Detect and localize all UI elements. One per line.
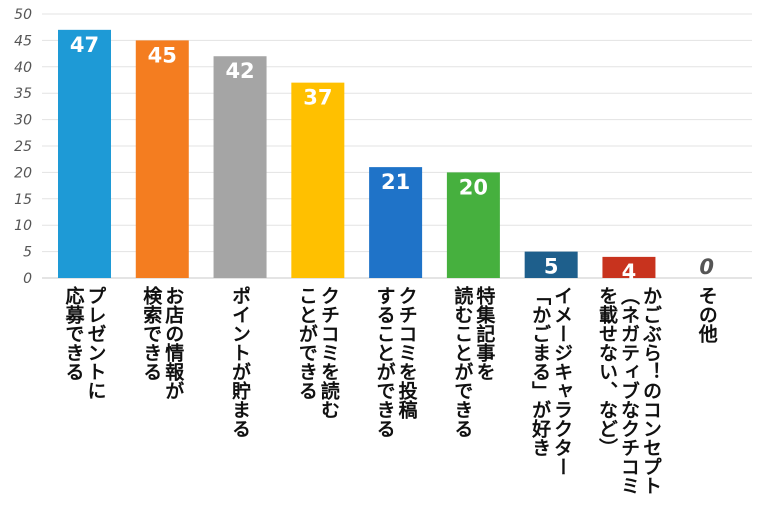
bar: [446, 172, 500, 278]
data-labels: 47 45 42 37 21 20 5 4 0: [70, 33, 714, 284]
y-tick-label: 30: [14, 113, 32, 129]
y-tick-label: 0: [23, 271, 32, 287]
category-label: プレゼントに 応募できる: [62, 286, 107, 400]
category-label: お店の情報が 検索できる: [140, 286, 185, 400]
data-label: 42: [225, 59, 254, 83]
category-label: クチコミを読む ことができる: [295, 286, 340, 419]
data-label: 47: [70, 33, 99, 57]
category-label: クチコミを投稿 することができる: [373, 286, 418, 438]
bar: [58, 29, 111, 279]
data-label: 20: [459, 175, 488, 199]
category-label: かごぶら！のコンセプト （ネガティブなクチコミ を載せない、など）: [595, 286, 662, 495]
y-tick-label: 20: [14, 165, 32, 181]
data-label: 45: [148, 43, 177, 67]
y-tick-label: 15: [14, 192, 32, 208]
bar: [135, 40, 189, 279]
category-label: その他: [695, 286, 718, 343]
data-label: 37: [303, 86, 332, 110]
y-tick-label: 50: [14, 7, 32, 23]
data-label: 0: [699, 255, 714, 279]
y-tick-label: 40: [14, 60, 32, 76]
category-label: ポイントが貯まる: [229, 286, 252, 438]
category-label: 特集記事を 読むことができる: [451, 286, 496, 438]
y-tick-label: 10: [14, 218, 32, 234]
category-label: イメージキャラクター 「かごまる」が好き: [529, 286, 574, 476]
data-label: 5: [544, 255, 559, 279]
bar: [524, 251, 578, 278]
data-label: 4: [622, 260, 637, 284]
bar: [213, 56, 267, 278]
y-tick-label: 35: [14, 86, 32, 102]
y-tick-label: 45: [14, 33, 32, 49]
data-label: 21: [381, 170, 410, 194]
y-axis: 0 5 10 15 20 25 30 35 40 45 50: [14, 7, 32, 287]
y-tick-label: 25: [14, 139, 32, 155]
y-tick-label: 5: [23, 245, 32, 261]
bars: [58, 29, 656, 279]
bar: [291, 82, 345, 278]
bar: [602, 256, 656, 278]
bar: [369, 167, 423, 278]
